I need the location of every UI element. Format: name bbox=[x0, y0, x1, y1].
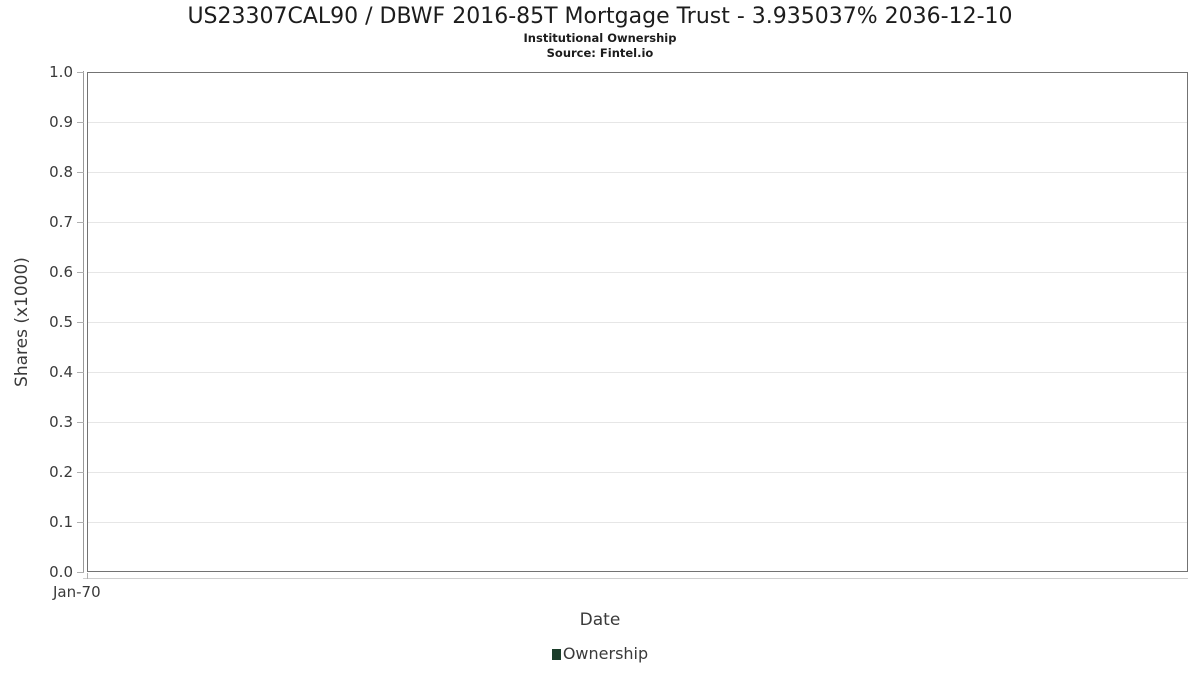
y-axis-tick bbox=[77, 422, 84, 423]
gridline bbox=[88, 222, 1187, 223]
y-axis-tick bbox=[77, 472, 84, 473]
y-axis-label: 0.3 bbox=[49, 413, 73, 431]
data-series-layer bbox=[88, 73, 1187, 571]
y-axis-label: 0.9 bbox=[49, 113, 73, 131]
legend-item-label: Ownership bbox=[562, 644, 649, 663]
y-axis-tick bbox=[77, 72, 84, 73]
y-axis-label: 0.2 bbox=[49, 463, 73, 481]
gridline bbox=[88, 422, 1187, 423]
chart-source: Source: Fintel.io bbox=[546, 46, 654, 60]
legend-item-ownership[interactable]: Ownership bbox=[551, 644, 649, 663]
y-axis-tick bbox=[77, 572, 84, 573]
chart-legend: Ownership bbox=[0, 645, 1200, 663]
chart-subtitle: Institutional Ownership bbox=[523, 31, 677, 45]
y-axis-tick bbox=[77, 172, 84, 173]
plot-area[interactable] bbox=[87, 72, 1188, 572]
gridline bbox=[88, 522, 1187, 523]
y-axis-label: 0.1 bbox=[49, 513, 73, 531]
gridline bbox=[88, 172, 1187, 173]
x-axis-baseline bbox=[83, 578, 1188, 579]
gridline bbox=[88, 122, 1187, 123]
chart-header: US23307CAL90 / DBWF 2016-85T Mortgage Tr… bbox=[0, 0, 1200, 61]
y-axis-tick bbox=[77, 222, 84, 223]
gridline bbox=[88, 372, 1187, 373]
y-axis-tick bbox=[77, 372, 84, 373]
legend-swatch-icon bbox=[551, 648, 561, 660]
y-axis-label: 0.7 bbox=[49, 213, 73, 231]
x-axis-tick bbox=[87, 573, 88, 579]
y-axis-label: 1.0 bbox=[49, 63, 73, 81]
y-axis-tick bbox=[77, 322, 84, 323]
y-axis-tick bbox=[77, 522, 84, 523]
x-axis-title: Date bbox=[579, 610, 621, 630]
y-axis-label: 0.4 bbox=[49, 363, 73, 381]
gridline bbox=[88, 322, 1187, 323]
y-axis-tick bbox=[77, 122, 84, 123]
page-title: US23307CAL90 / DBWF 2016-85T Mortgage Tr… bbox=[187, 4, 1013, 29]
y-axis-tick bbox=[77, 272, 84, 273]
y-axis-label: 0.6 bbox=[49, 263, 73, 281]
y-axis-label: 0.8 bbox=[49, 163, 73, 181]
x-axis-label: Jan-70 bbox=[53, 583, 101, 601]
y-axis-label: 0.5 bbox=[49, 313, 73, 331]
gridline bbox=[88, 272, 1187, 273]
gridline bbox=[88, 472, 1187, 473]
y-axis-label: 0.0 bbox=[49, 563, 73, 581]
